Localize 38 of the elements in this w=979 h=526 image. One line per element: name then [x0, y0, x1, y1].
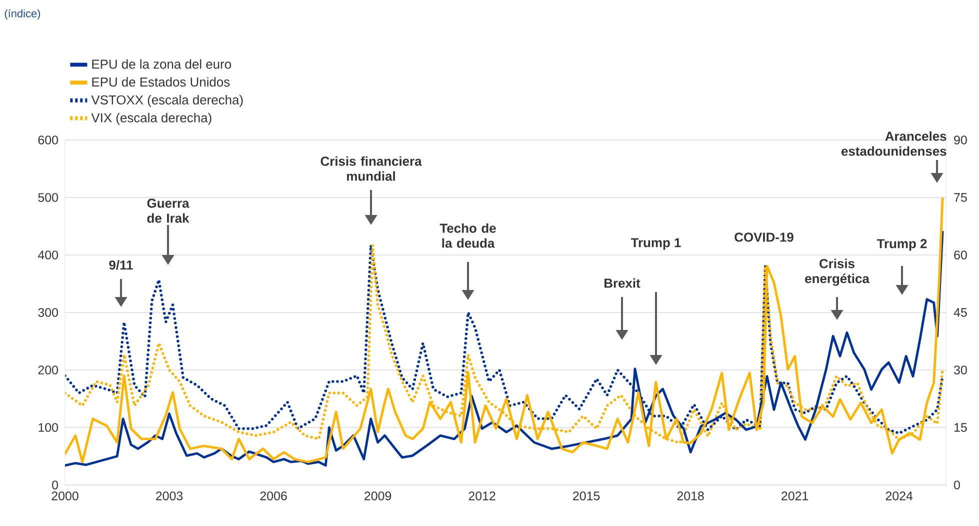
annotation: Crisis energética [805, 258, 870, 286]
annotation: Guerra de Irak [147, 198, 190, 223]
y2-tick-label: 30 [954, 366, 967, 374]
annotation: Techo de la deuda [440, 223, 496, 248]
annotation: Trump 1 [630, 238, 681, 250]
annotation: 9/11 [109, 260, 133, 270]
x-tick-label: 2015 [573, 492, 600, 500]
x-tick-label: 2009 [364, 492, 392, 500]
y-tick-label: 0 [52, 480, 58, 490]
y2-tick-label: 75 [954, 193, 967, 202]
y-tick-label: 300 [38, 308, 58, 317]
annotation: Trump 2 [876, 239, 927, 251]
annotation: Aranceles estadounidenses [842, 131, 946, 156]
legend-label: VIX (escala derecha) [91, 112, 212, 125]
annotation: Crisis financiera mundial [320, 156, 422, 181]
y2-tick-label: 15 [954, 423, 967, 432]
x-tick-label: 2003 [156, 492, 183, 500]
x-tick-label: 2018 [677, 492, 704, 500]
legend-label: EPU de Estados Unidos [92, 77, 230, 87]
y-tick-label: 200 [38, 366, 58, 374]
y2-tick-label: 60 [954, 250, 967, 260]
y-tick-label: 100 [38, 423, 58, 432]
x-tick-label: 2000 [52, 492, 78, 500]
x-tick-label: 2021 [782, 492, 808, 500]
x-tick-label: 2012 [468, 492, 496, 500]
y2-tick-label: 90 [954, 136, 967, 144]
text: (índice) [4, 9, 40, 20]
annotation: Brexit [604, 278, 640, 288]
y2-tick-label: 0 [954, 480, 960, 490]
y-tick-label: 500 [38, 193, 58, 202]
legend-label: VSTOXX (escala derecha) [91, 94, 243, 108]
y-tick-label: 400 [38, 250, 58, 260]
annotation: COVID-19 [734, 232, 794, 242]
legend-label: EPU de la zona del euro [92, 59, 232, 69]
x-tick-label: 2024 [886, 492, 913, 500]
y2-tick-label: 45 [954, 308, 967, 317]
y-tick-label: 600 [38, 136, 58, 144]
x-tick-label: 2006 [260, 492, 287, 500]
